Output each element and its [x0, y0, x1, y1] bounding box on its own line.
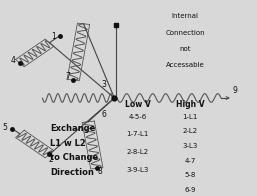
Text: Accessable: Accessable — [166, 62, 204, 68]
Text: 5-8: 5-8 — [185, 172, 196, 178]
Text: Low V: Low V — [125, 100, 150, 109]
Text: to Change: to Change — [50, 153, 98, 162]
Text: 4: 4 — [11, 56, 16, 65]
Text: 7: 7 — [66, 72, 70, 81]
Text: 6-9: 6-9 — [185, 187, 196, 193]
Text: 3-9-L3: 3-9-L3 — [126, 167, 149, 172]
Text: 3: 3 — [102, 80, 106, 89]
Text: 4-7: 4-7 — [185, 158, 196, 164]
Text: Internal: Internal — [171, 13, 199, 19]
Text: Direction: Direction — [50, 168, 94, 177]
Text: 4-5-6: 4-5-6 — [128, 114, 147, 120]
Text: 2-8-L2: 2-8-L2 — [126, 149, 149, 155]
Text: 3-L3: 3-L3 — [182, 143, 198, 149]
Text: 2: 2 — [48, 155, 53, 164]
Text: High V: High V — [176, 100, 205, 109]
Text: Exchange: Exchange — [50, 124, 96, 133]
Text: 1-7-L1: 1-7-L1 — [126, 131, 149, 137]
Text: 5: 5 — [2, 123, 7, 132]
Text: 1: 1 — [51, 32, 56, 41]
Text: 1-L1: 1-L1 — [182, 114, 198, 120]
Text: L1 w L2: L1 w L2 — [50, 139, 86, 148]
Text: 9: 9 — [233, 86, 237, 95]
Text: 8: 8 — [97, 167, 102, 176]
Text: 2-L2: 2-L2 — [183, 128, 198, 134]
Text: 6: 6 — [102, 110, 106, 119]
Text: Connection: Connection — [165, 30, 205, 36]
Text: not: not — [179, 46, 191, 52]
